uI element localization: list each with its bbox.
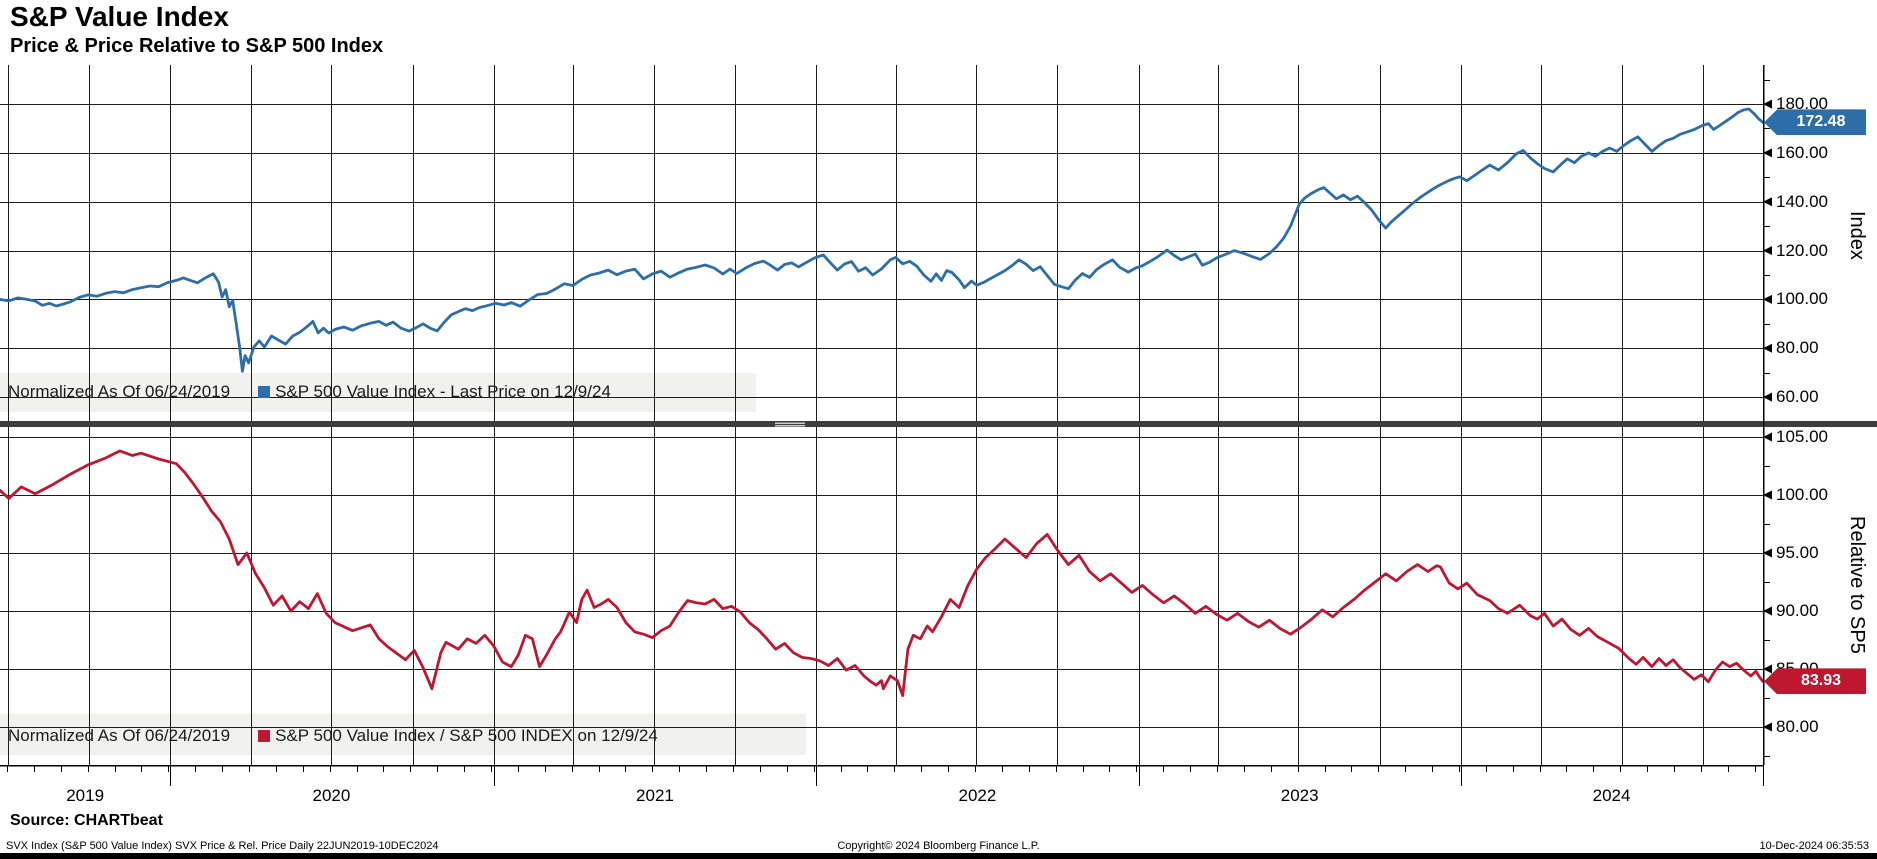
x-axis-year-label: 2019 (66, 786, 105, 805)
y-axis-tick-label: 105.00 (1776, 426, 1828, 446)
y-axis-tick-label: 180.00 (1776, 94, 1828, 114)
terminal-bottom-bar (0, 853, 1877, 859)
footer-timestamp: 10-Dec-2024 06:35:53 (1759, 840, 1869, 852)
legend-band-price (0, 373, 756, 412)
source-label: Source: CHARTbeat (10, 812, 163, 829)
relative-series-swatch-icon (258, 730, 271, 742)
footer-copyright: Copyright© 2024 Bloomberg Finance L.P. (837, 840, 1040, 852)
y-axis-tick-label: 100.00 (1776, 289, 1828, 309)
x-axis-year-label: 2021 (636, 786, 674, 805)
y-axis-tick-label: 60.00 (1776, 387, 1819, 407)
legend-series-label: S&P 500 Value Index - Last Price on 12/9… (275, 382, 611, 401)
legend-normalized-label: Normalized As Of 06/24/2019 (8, 726, 231, 745)
x-axis-year-label: 2024 (1592, 786, 1631, 805)
x-axis-year-label: 2020 (312, 786, 351, 805)
y-axis-title-relative: Relative to SP5 (1846, 516, 1868, 654)
x-axis-year-label: 2023 (1280, 786, 1319, 805)
legend-price: Normalized As Of 06/24/2019 S&P 500 Valu… (8, 382, 611, 402)
y-axis-tick-label: 80.00 (1776, 716, 1819, 736)
legend-band-relative (0, 714, 806, 755)
y-axis-tick-label: 90.00 (1776, 600, 1819, 620)
y-axis-title-index: Index (1846, 211, 1868, 260)
y-axis-tick-label: 80.00 (1776, 338, 1819, 358)
legend-normalized-label: Normalized As Of 06/24/2019 (8, 382, 231, 401)
price-series-swatch-icon (258, 386, 271, 398)
last-price-tag-relative[interactable]: 83.93 (1764, 668, 1866, 695)
page-title: S&P Value Index (10, 1, 229, 32)
x-axis-year-label: 2022 (958, 786, 997, 805)
last-price-tag-price[interactable]: 172.48 (1764, 109, 1866, 136)
legend-relative: Normalized As Of 06/24/2019 S&P 500 Valu… (8, 726, 658, 746)
legend-series-label: S&P 500 Value Index / S&P 500 INDEX on 1… (275, 726, 658, 745)
y-axis-tick-label: 95.00 (1776, 542, 1819, 562)
y-axis-tick-label: 100.00 (1776, 484, 1828, 504)
y-axis-tick-label: 140.00 (1776, 191, 1828, 211)
page-subtitle: Price & Price Relative to S&P 500 Index (10, 35, 384, 57)
y-axis-tick-label: 120.00 (1776, 240, 1828, 260)
footer-security-info: SVX Index (S&P 500 Value Index) SVX Pric… (6, 840, 439, 852)
chart-header: S&P Value Index Price & Price Relative t… (10, 0, 383, 58)
y-axis-tick-label: 160.00 (1776, 142, 1828, 162)
